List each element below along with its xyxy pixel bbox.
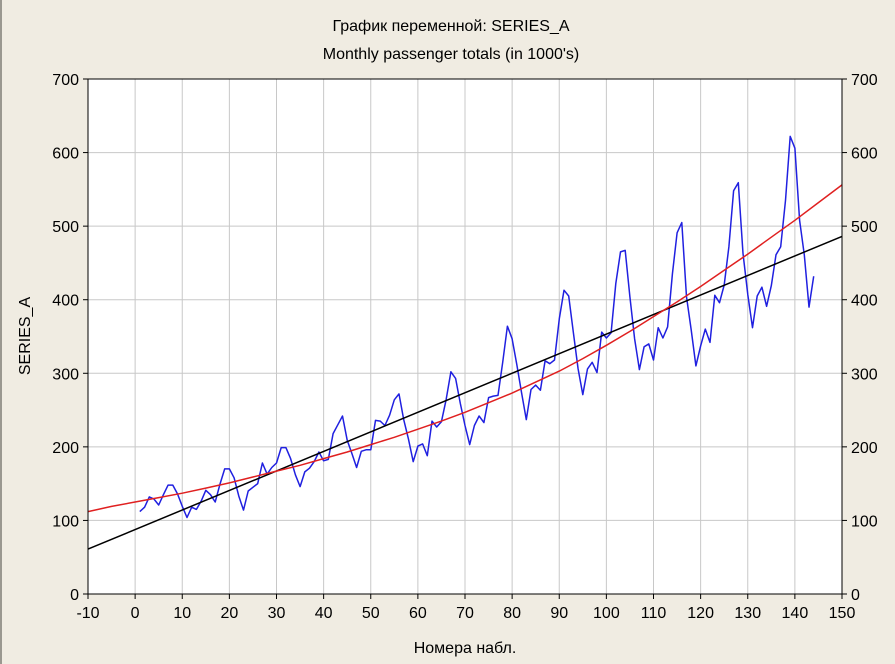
- series-line-linear-trend: [87, 235, 843, 550]
- x-tick-label: 90: [550, 605, 568, 622]
- chart-title: График переменной: SERIES_A: [332, 18, 569, 35]
- x-axis-label: Номера набл.: [414, 640, 517, 657]
- x-tick-label: -10: [76, 605, 99, 622]
- x-tick-label: 40: [315, 605, 333, 622]
- x-tick-label: 20: [220, 605, 238, 622]
- series-line-observed: [139, 135, 815, 519]
- x-tick-label: 70: [456, 605, 474, 622]
- x-tick-label: 140: [782, 605, 809, 622]
- x-tick-label: 60: [409, 605, 427, 622]
- y-tick-label-right: 300: [851, 366, 878, 383]
- y-tick-label-right: 600: [851, 146, 878, 163]
- axis-ticks: -10 0 10 20 30 40 50 60 70 80 90 100 110 120 130 140 150…: [52, 72, 878, 622]
- y-tick-label-left: 700: [52, 72, 79, 89]
- x-tick-label: 130: [734, 605, 761, 622]
- grid-lines: [88, 79, 842, 594]
- x-tick-label: 80: [503, 605, 521, 622]
- y-tick-label-left: 300: [52, 366, 79, 383]
- x-tick-label: 30: [268, 605, 286, 622]
- x-tick-label: 110: [641, 605, 667, 622]
- y-tick-label-right: 100: [851, 513, 878, 530]
- x-tick-label: 0: [131, 605, 140, 622]
- y-axis-label: SERIES_A: [17, 297, 34, 376]
- y-tick-label-right: 700: [851, 72, 878, 89]
- x-tick-label: 50: [362, 605, 380, 622]
- x-tick-label: 10: [173, 605, 191, 622]
- y-tick-label-right: 500: [851, 219, 878, 236]
- y-tick-label-left: 500: [52, 219, 79, 236]
- y-tick-label-left: 400: [52, 293, 79, 310]
- chart-subtitle: Monthly passenger totals (in 1000's): [323, 46, 580, 63]
- y-tick-label-left: 200: [52, 440, 79, 457]
- y-tick-label-left: 100: [52, 513, 79, 530]
- y-tick-label-left: 600: [52, 146, 79, 163]
- x-tick-label: 100: [593, 605, 620, 622]
- y-tick-label-right: 200: [851, 440, 878, 457]
- series-layer: [87, 135, 843, 550]
- y-tick-label-left: 0: [70, 587, 79, 604]
- y-tick-label-right: 0: [851, 587, 860, 604]
- x-tick-label: 120: [687, 605, 714, 622]
- x-tick-label: 150: [829, 605, 856, 622]
- y-tick-label-right: 400: [851, 293, 878, 310]
- series-line-exponential-trend: [87, 184, 843, 513]
